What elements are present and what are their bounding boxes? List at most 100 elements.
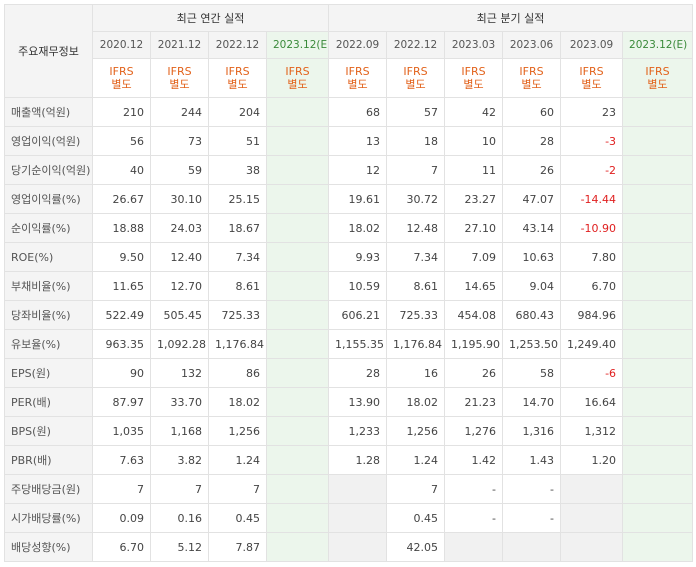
table-cell: 27.10 xyxy=(444,213,504,243)
table-cell xyxy=(328,474,388,504)
standard-line-1: IFRS xyxy=(345,65,370,78)
table-cell xyxy=(265,126,330,156)
table-cell: 1,168 xyxy=(150,416,209,446)
table-cell: 6.70 xyxy=(92,532,151,562)
table-cell: 1,092.28 xyxy=(150,329,209,359)
row-label: 영업이익률(%) xyxy=(4,184,93,214)
table-cell xyxy=(265,387,330,417)
table-cell xyxy=(622,474,694,504)
standard-line-2: 별도 xyxy=(169,78,190,91)
table-cell: 1,276 xyxy=(444,416,504,446)
table-cell: 454.08 xyxy=(444,300,504,330)
table-cell: 11.65 xyxy=(92,271,151,301)
table-cell: 18 xyxy=(386,126,446,156)
standard-line-1: IFRS xyxy=(167,65,192,78)
table-cell: 58 xyxy=(502,358,562,388)
standard-line-2: 별도 xyxy=(521,78,542,91)
table-cell xyxy=(622,445,694,475)
row-label: 매출액(억원) xyxy=(4,97,93,127)
standard-line-1: IFRS xyxy=(645,65,670,78)
period-header: 2021.12 xyxy=(150,31,209,59)
table-cell: 56 xyxy=(92,126,151,156)
table-cell: 47.07 xyxy=(502,184,562,214)
table-row: PER(배) 87.97 33.70 18.02 13.90 18.02 21.23 14.7… xyxy=(4,387,694,417)
table-cell xyxy=(622,97,694,127)
financial-table-body: 매출액(억원) 210 244 204 68 57 42 60 23 영업이익(억원) 56 73 51… xyxy=(4,97,694,562)
standard-line-2: 별도 xyxy=(647,78,668,91)
table-row: 당기순이익(억원) 40 59 38 12 7 11 26 -2 xyxy=(4,155,694,185)
table-cell: 1.24 xyxy=(386,445,446,475)
table-cell: 7.09 xyxy=(444,242,504,272)
table-cell: 1.24 xyxy=(208,445,267,475)
row-label: PBR(배) xyxy=(4,445,93,475)
accounting-standard: IFRS 별도 xyxy=(444,58,504,98)
table-cell: 725.33 xyxy=(208,300,267,330)
table-cell: 8.61 xyxy=(386,271,446,301)
table-cell: 25.15 xyxy=(208,184,267,214)
table-cell: 1,253.50 xyxy=(502,329,562,359)
table-row: 영업이익(억원) 56 73 51 13 18 10 28 -3 xyxy=(4,126,694,156)
accounting-standard: IFRS 별도 xyxy=(328,58,388,98)
standard-line-2: 별도 xyxy=(111,78,132,91)
corner-label: 주요재무정보 xyxy=(4,4,93,98)
table-cell xyxy=(622,213,694,243)
annual-group-header: 최근 연간 실적 xyxy=(91,4,330,32)
standard-line-1: IFRS xyxy=(519,65,544,78)
table-cell: 26.67 xyxy=(92,184,151,214)
table-cell: -6 xyxy=(560,358,624,388)
row-label: 배당성향(%) xyxy=(4,532,93,562)
table-cell: 10 xyxy=(444,126,504,156)
table-cell: - xyxy=(444,474,504,504)
table-cell: 1,256 xyxy=(386,416,446,446)
standard-line-2: 별도 xyxy=(463,78,484,91)
accounting-standard: IFRS 별도 xyxy=(622,58,694,98)
table-cell: 42 xyxy=(444,97,504,127)
table-cell: 1.20 xyxy=(560,445,624,475)
table-cell: 90 xyxy=(92,358,151,388)
table-cell: 28 xyxy=(328,358,388,388)
table-cell: 5.12 xyxy=(150,532,209,562)
row-label: 당기순이익(억원) xyxy=(4,155,93,185)
table-cell: 7.87 xyxy=(208,532,267,562)
table-cell: 9.93 xyxy=(328,242,388,272)
period-header: 2020.12 xyxy=(92,31,151,59)
table-cell: 60 xyxy=(502,97,562,127)
table-cell xyxy=(560,474,624,504)
table-cell xyxy=(265,97,330,127)
accounting-standard: IFRS 별도 xyxy=(560,58,624,98)
table-row: 배당성향(%) 6.70 5.12 7.87 42.05 xyxy=(4,532,694,562)
table-cell: 7 xyxy=(386,155,446,185)
table-cell: 0.45 xyxy=(386,503,446,533)
table-cell: 725.33 xyxy=(386,300,446,330)
table-row: EPS(원) 90 132 86 28 16 26 58 -6 xyxy=(4,358,694,388)
table-cell: 73 xyxy=(150,126,209,156)
table-cell: 13 xyxy=(328,126,388,156)
table-cell xyxy=(444,532,504,562)
table-cell: 7.34 xyxy=(208,242,267,272)
table-cell xyxy=(328,532,388,562)
table-cell: -10.90 xyxy=(560,213,624,243)
table-cell: 11 xyxy=(444,155,504,185)
table-cell: 12.48 xyxy=(386,213,446,243)
table-row: 순이익률(%) 18.88 24.03 18.67 18.02 12.48 27.10 43.… xyxy=(4,213,694,243)
table-cell xyxy=(265,358,330,388)
table-cell: 984.96 xyxy=(560,300,624,330)
table-cell: 505.45 xyxy=(150,300,209,330)
table-row: 영업이익률(%) 26.67 30.10 25.15 19.61 30.72 23.27 47… xyxy=(4,184,694,214)
table-cell xyxy=(265,155,330,185)
table-cell xyxy=(622,503,694,533)
period-header: 2022.09 xyxy=(328,31,388,59)
period-header: 2023.06 xyxy=(502,31,562,59)
table-cell: 3.82 xyxy=(150,445,209,475)
table-cell: 18.02 xyxy=(328,213,388,243)
table-cell: - xyxy=(502,474,562,504)
table-cell: 14.70 xyxy=(502,387,562,417)
table-cell xyxy=(622,387,694,417)
table-cell: - xyxy=(444,503,504,533)
table-cell xyxy=(265,242,330,272)
table-cell: 9.04 xyxy=(502,271,562,301)
row-label: 시가배당률(%) xyxy=(4,503,93,533)
table-cell: 204 xyxy=(208,97,267,127)
standard-line-2: 별도 xyxy=(347,78,368,91)
table-cell: 24.03 xyxy=(150,213,209,243)
